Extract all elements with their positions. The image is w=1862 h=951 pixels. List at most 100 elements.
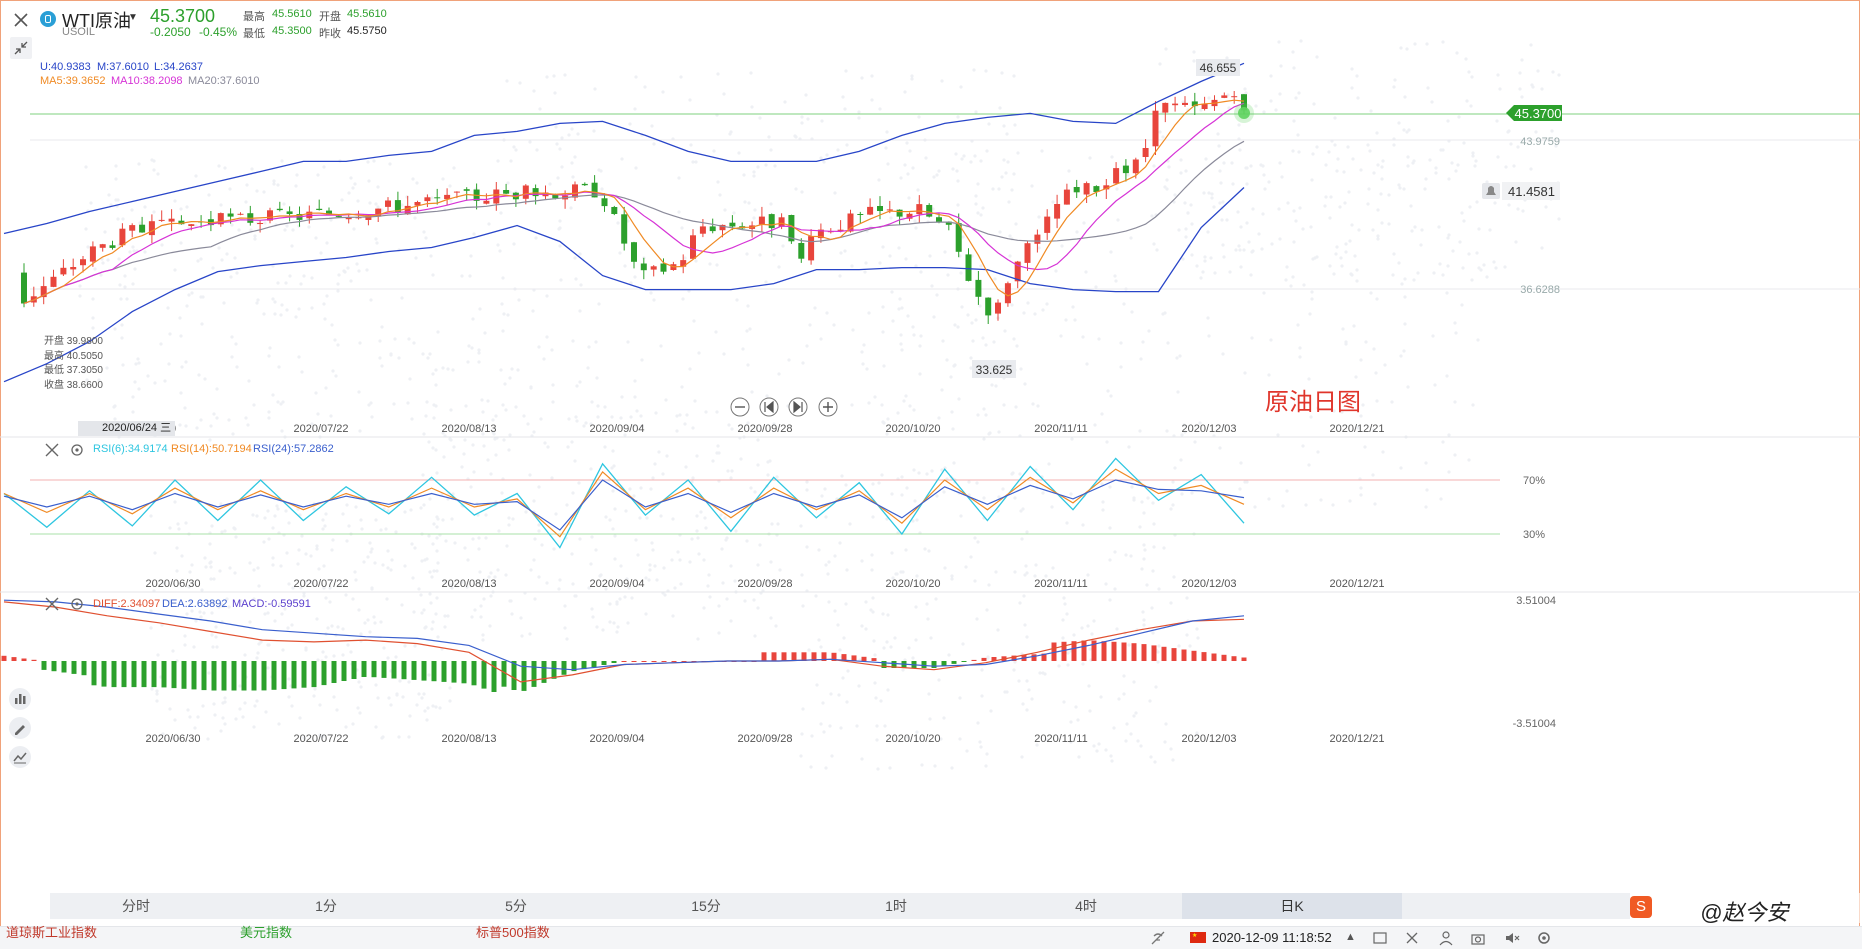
ticker-dow[interactable]: 道琼斯工业指数 (6, 925, 98, 940)
map-dot (824, 766, 828, 770)
map-dot (756, 563, 760, 567)
map-dot (1002, 403, 1006, 407)
collapse-button[interactable] (10, 37, 32, 59)
map-dot (1507, 203, 1511, 207)
connection-icon[interactable] (1150, 930, 1166, 946)
timeframe-fenshi[interactable]: 分时 (122, 898, 150, 914)
mute-icon[interactable] (1504, 930, 1520, 946)
map-dot (1239, 461, 1243, 465)
map-dot (919, 270, 923, 274)
macd-bar (331, 661, 337, 683)
chart-type-button[interactable] (9, 746, 31, 768)
macd-bar (961, 661, 967, 662)
map-dot (210, 633, 214, 637)
macd-bar (181, 661, 187, 689)
map-dot (1183, 201, 1187, 205)
indicator-button[interactable] (9, 688, 31, 710)
macd-settings-button[interactable] (71, 598, 83, 610)
map-dot (1367, 187, 1371, 191)
timeframe-1m[interactable]: 1分 (315, 898, 337, 914)
chevron-down-icon[interactable]: ▼ (128, 12, 138, 23)
map-dot (1446, 264, 1450, 268)
map-dot (801, 707, 805, 711)
zoom-controls[interactable] (730, 397, 838, 417)
map-dot (1100, 412, 1104, 416)
map-dot (1113, 274, 1117, 278)
macd-bar (581, 661, 587, 670)
map-dot (1201, 270, 1205, 274)
candle-body (21, 272, 27, 304)
map-dot (422, 692, 426, 696)
map-dot (716, 180, 720, 184)
map-dot (1204, 157, 1208, 161)
map-dot (969, 366, 973, 370)
map-dot (180, 554, 184, 558)
map-dot (726, 469, 730, 473)
map-dot (227, 605, 231, 609)
candle-body (129, 225, 136, 231)
macd-bar (161, 661, 167, 688)
macd-close-button[interactable] (45, 597, 59, 611)
triangle-up-icon[interactable]: ▲ (1345, 931, 1356, 943)
draw-tool-button[interactable] (9, 717, 31, 739)
rsi-close-button[interactable] (45, 443, 59, 457)
boll-u-legend: U:40.9383 (40, 61, 91, 73)
candle-body (345, 217, 352, 220)
timeframe-1h[interactable]: 1时 (885, 898, 907, 914)
ticker-usd-index[interactable]: 美元指数 (240, 925, 293, 940)
tools-icon[interactable] (1404, 930, 1420, 946)
map-dot (630, 596, 634, 600)
timeframe-daily[interactable]: 日K (1182, 893, 1402, 919)
ticker-sp500[interactable]: 标普500指数 (476, 925, 550, 940)
map-dot (739, 457, 743, 461)
gear-icon[interactable] (71, 598, 83, 610)
close-icon[interactable] (45, 597, 59, 611)
map-dot (245, 183, 249, 187)
close-icon[interactable] (45, 443, 59, 457)
map-dot (1156, 660, 1160, 664)
macd-bar (231, 661, 237, 691)
map-dot (1000, 175, 1004, 179)
camera-icon[interactable] (1470, 930, 1486, 946)
map-dot (422, 432, 426, 436)
map-dot (950, 574, 954, 578)
timeframe-5m[interactable]: 5分 (505, 898, 527, 914)
map-dot (1222, 255, 1226, 259)
symbol-name[interactable]: WTI原油 (62, 11, 131, 31)
timeframe-4h[interactable]: 4时 (1075, 898, 1097, 914)
map-dot (319, 251, 323, 255)
gear-icon[interactable] (71, 444, 83, 456)
map-dot (1088, 156, 1092, 160)
macd-bar (41, 661, 47, 670)
map-dot (1152, 522, 1156, 526)
map-dot (1092, 619, 1096, 623)
timeframe-15m[interactable]: 15分 (691, 898, 721, 914)
map-dot (280, 159, 284, 163)
map-dot (504, 573, 508, 577)
user-icon[interactable] (1438, 930, 1454, 946)
close-chart-button[interactable] (10, 9, 32, 31)
map-dot (1188, 644, 1192, 648)
map-dot (160, 243, 164, 247)
map-dot (838, 541, 842, 545)
price-chart[interactable]: 46.655 33.625 45.3700 43.9759 36.6288 41… (0, 0, 1862, 926)
map-dot (1000, 71, 1004, 75)
map-dot (1196, 636, 1200, 640)
map-dot (1278, 92, 1282, 96)
map-dot (149, 609, 153, 613)
macd-bar (151, 661, 157, 688)
settings-icon[interactable] (1536, 930, 1552, 946)
map-dot (225, 597, 229, 601)
map-dot (1197, 579, 1201, 583)
map-dot (1122, 302, 1126, 306)
bell-icon[interactable] (1486, 186, 1496, 195)
date-tick-label: 2020/11/11 (1034, 578, 1087, 590)
candle-body (945, 221, 952, 225)
map-dot (1037, 215, 1041, 219)
map-dot (769, 148, 773, 152)
map-dot (1430, 100, 1434, 104)
feedback-icon[interactable] (1372, 930, 1388, 946)
rsi-settings-button[interactable] (71, 444, 83, 456)
macd-bar (401, 661, 407, 680)
candle-body (60, 267, 67, 275)
